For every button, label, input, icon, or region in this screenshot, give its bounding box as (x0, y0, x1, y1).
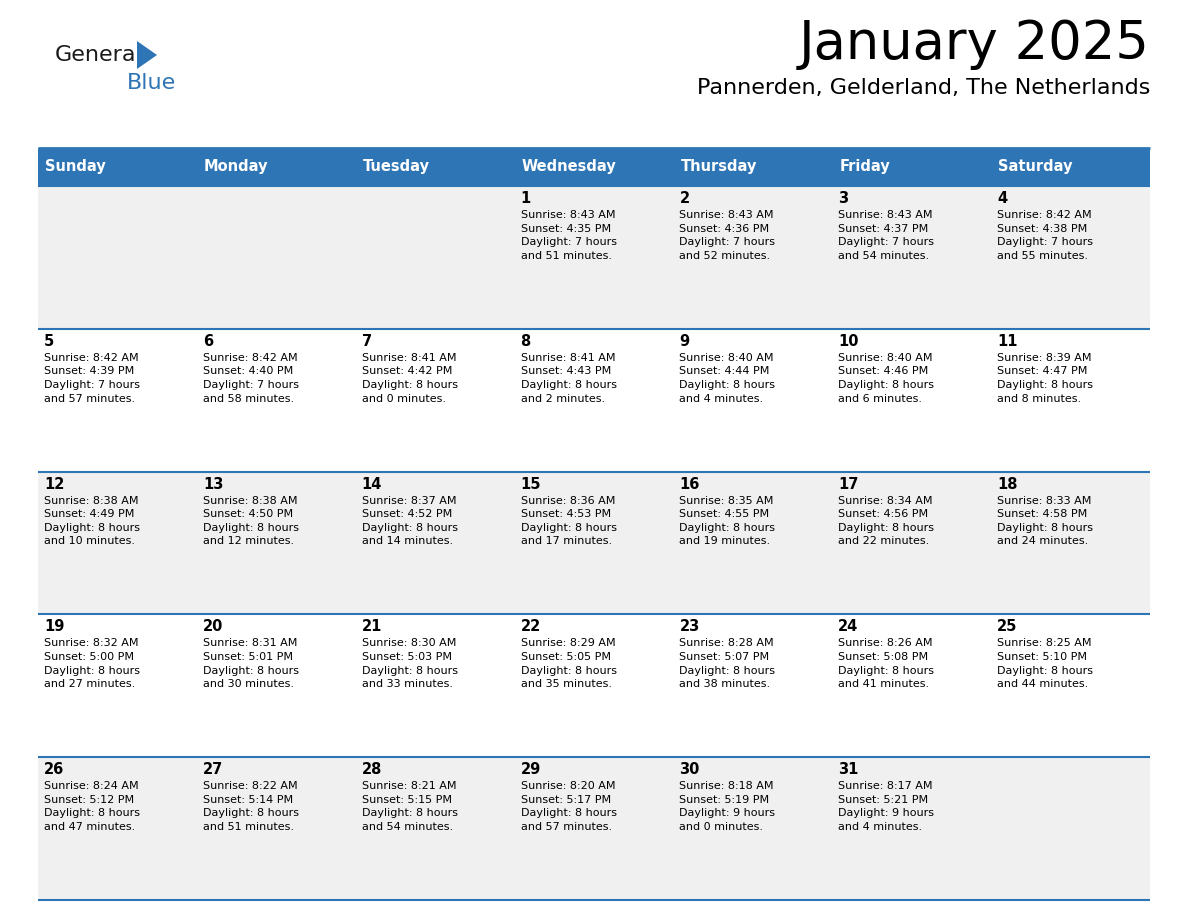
Text: Sunrise: 8:28 AM
Sunset: 5:07 PM
Daylight: 8 hours
and 38 minutes.: Sunrise: 8:28 AM Sunset: 5:07 PM Dayligh… (680, 638, 776, 689)
Text: Sunrise: 8:42 AM
Sunset: 4:40 PM
Daylight: 7 hours
and 58 minutes.: Sunrise: 8:42 AM Sunset: 4:40 PM Dayligh… (203, 353, 299, 404)
Text: 3: 3 (839, 191, 848, 206)
Bar (197, 148, 355, 186)
Text: Sunrise: 8:34 AM
Sunset: 4:56 PM
Daylight: 8 hours
and 22 minutes.: Sunrise: 8:34 AM Sunset: 4:56 PM Dayligh… (839, 496, 934, 546)
Text: Blue: Blue (127, 73, 176, 93)
Text: 14: 14 (361, 476, 383, 492)
Text: Monday: Monday (204, 160, 268, 174)
Text: 13: 13 (203, 476, 223, 492)
Text: Tuesday: Tuesday (362, 160, 430, 174)
Text: Sunrise: 8:20 AM
Sunset: 5:17 PM
Daylight: 8 hours
and 57 minutes.: Sunrise: 8:20 AM Sunset: 5:17 PM Dayligh… (520, 781, 617, 832)
Text: 28: 28 (361, 762, 383, 778)
Text: Sunrise: 8:21 AM
Sunset: 5:15 PM
Daylight: 8 hours
and 54 minutes.: Sunrise: 8:21 AM Sunset: 5:15 PM Dayligh… (361, 781, 457, 832)
Text: Sunrise: 8:18 AM
Sunset: 5:19 PM
Daylight: 9 hours
and 0 minutes.: Sunrise: 8:18 AM Sunset: 5:19 PM Dayligh… (680, 781, 776, 832)
Text: Pannerden, Gelderland, The Netherlands: Pannerden, Gelderland, The Netherlands (696, 78, 1150, 98)
Text: Sunrise: 8:41 AM
Sunset: 4:43 PM
Daylight: 8 hours
and 2 minutes.: Sunrise: 8:41 AM Sunset: 4:43 PM Dayligh… (520, 353, 617, 404)
Text: 9: 9 (680, 334, 689, 349)
Text: 5: 5 (44, 334, 55, 349)
Text: 29: 29 (520, 762, 541, 778)
Text: Sunrise: 8:31 AM
Sunset: 5:01 PM
Daylight: 8 hours
and 30 minutes.: Sunrise: 8:31 AM Sunset: 5:01 PM Dayligh… (203, 638, 299, 689)
Text: Sunrise: 8:32 AM
Sunset: 5:00 PM
Daylight: 8 hours
and 27 minutes.: Sunrise: 8:32 AM Sunset: 5:00 PM Dayligh… (44, 638, 140, 689)
Text: 11: 11 (997, 334, 1018, 349)
Text: 2: 2 (680, 191, 689, 206)
Text: 20: 20 (203, 620, 223, 634)
Text: Thursday: Thursday (681, 160, 757, 174)
Text: Sunrise: 8:42 AM
Sunset: 4:39 PM
Daylight: 7 hours
and 57 minutes.: Sunrise: 8:42 AM Sunset: 4:39 PM Dayligh… (44, 353, 140, 404)
Text: 25: 25 (997, 620, 1017, 634)
Text: 21: 21 (361, 620, 383, 634)
Bar (355, 148, 514, 186)
Text: 4: 4 (997, 191, 1007, 206)
Text: 24: 24 (839, 620, 859, 634)
Bar (674, 148, 833, 186)
Text: 18: 18 (997, 476, 1018, 492)
Text: Sunrise: 8:17 AM
Sunset: 5:21 PM
Daylight: 9 hours
and 4 minutes.: Sunrise: 8:17 AM Sunset: 5:21 PM Dayligh… (839, 781, 934, 832)
Bar (38, 472, 1150, 614)
Text: Sunrise: 8:38 AM
Sunset: 4:50 PM
Daylight: 8 hours
and 12 minutes.: Sunrise: 8:38 AM Sunset: 4:50 PM Dayligh… (203, 496, 299, 546)
Bar (38, 614, 1150, 757)
Text: 23: 23 (680, 620, 700, 634)
Bar (38, 186, 1150, 329)
Text: 7: 7 (361, 334, 372, 349)
Text: Sunrise: 8:43 AM
Sunset: 4:36 PM
Daylight: 7 hours
and 52 minutes.: Sunrise: 8:43 AM Sunset: 4:36 PM Dayligh… (680, 210, 776, 261)
Text: Sunrise: 8:26 AM
Sunset: 5:08 PM
Daylight: 8 hours
and 41 minutes.: Sunrise: 8:26 AM Sunset: 5:08 PM Dayligh… (839, 638, 934, 689)
Text: Sunrise: 8:41 AM
Sunset: 4:42 PM
Daylight: 8 hours
and 0 minutes.: Sunrise: 8:41 AM Sunset: 4:42 PM Dayligh… (361, 353, 457, 404)
Text: 19: 19 (44, 620, 64, 634)
Text: Sunrise: 8:24 AM
Sunset: 5:12 PM
Daylight: 8 hours
and 47 minutes.: Sunrise: 8:24 AM Sunset: 5:12 PM Dayligh… (44, 781, 140, 832)
Text: Friday: Friday (839, 160, 890, 174)
Bar (833, 148, 991, 186)
Text: Sunrise: 8:33 AM
Sunset: 4:58 PM
Daylight: 8 hours
and 24 minutes.: Sunrise: 8:33 AM Sunset: 4:58 PM Dayligh… (997, 496, 1093, 546)
Text: Sunrise: 8:37 AM
Sunset: 4:52 PM
Daylight: 8 hours
and 14 minutes.: Sunrise: 8:37 AM Sunset: 4:52 PM Dayligh… (361, 496, 457, 546)
Text: Sunrise: 8:30 AM
Sunset: 5:03 PM
Daylight: 8 hours
and 33 minutes.: Sunrise: 8:30 AM Sunset: 5:03 PM Dayligh… (361, 638, 457, 689)
Text: 22: 22 (520, 620, 541, 634)
Text: Saturday: Saturday (998, 160, 1073, 174)
Text: General: General (55, 45, 143, 65)
Text: Sunrise: 8:43 AM
Sunset: 4:35 PM
Daylight: 7 hours
and 51 minutes.: Sunrise: 8:43 AM Sunset: 4:35 PM Dayligh… (520, 210, 617, 261)
Text: 26: 26 (44, 762, 64, 778)
Text: 15: 15 (520, 476, 541, 492)
Text: 12: 12 (44, 476, 64, 492)
Text: January 2025: January 2025 (800, 18, 1150, 70)
Bar (38, 148, 197, 186)
Text: Sunrise: 8:38 AM
Sunset: 4:49 PM
Daylight: 8 hours
and 10 minutes.: Sunrise: 8:38 AM Sunset: 4:49 PM Dayligh… (44, 496, 140, 546)
Text: Sunrise: 8:35 AM
Sunset: 4:55 PM
Daylight: 8 hours
and 19 minutes.: Sunrise: 8:35 AM Sunset: 4:55 PM Dayligh… (680, 496, 776, 546)
Text: Sunrise: 8:36 AM
Sunset: 4:53 PM
Daylight: 8 hours
and 17 minutes.: Sunrise: 8:36 AM Sunset: 4:53 PM Dayligh… (520, 496, 617, 546)
Text: Sunrise: 8:22 AM
Sunset: 5:14 PM
Daylight: 8 hours
and 51 minutes.: Sunrise: 8:22 AM Sunset: 5:14 PM Dayligh… (203, 781, 299, 832)
Bar (514, 148, 674, 186)
Text: 6: 6 (203, 334, 213, 349)
Text: Sunrise: 8:29 AM
Sunset: 5:05 PM
Daylight: 8 hours
and 35 minutes.: Sunrise: 8:29 AM Sunset: 5:05 PM Dayligh… (520, 638, 617, 689)
Text: 10: 10 (839, 334, 859, 349)
Text: Sunrise: 8:40 AM
Sunset: 4:46 PM
Daylight: 8 hours
and 6 minutes.: Sunrise: 8:40 AM Sunset: 4:46 PM Dayligh… (839, 353, 934, 404)
Text: Sunrise: 8:40 AM
Sunset: 4:44 PM
Daylight: 8 hours
and 4 minutes.: Sunrise: 8:40 AM Sunset: 4:44 PM Dayligh… (680, 353, 776, 404)
Text: 27: 27 (203, 762, 223, 778)
Text: 30: 30 (680, 762, 700, 778)
Text: 1: 1 (520, 191, 531, 206)
Text: Sunday: Sunday (45, 160, 106, 174)
Text: Wednesday: Wednesday (522, 160, 617, 174)
Bar (991, 148, 1150, 186)
Text: Sunrise: 8:42 AM
Sunset: 4:38 PM
Daylight: 7 hours
and 55 minutes.: Sunrise: 8:42 AM Sunset: 4:38 PM Dayligh… (997, 210, 1093, 261)
Text: 16: 16 (680, 476, 700, 492)
Bar (38, 329, 1150, 472)
Text: 31: 31 (839, 762, 859, 778)
Text: Sunrise: 8:43 AM
Sunset: 4:37 PM
Daylight: 7 hours
and 54 minutes.: Sunrise: 8:43 AM Sunset: 4:37 PM Dayligh… (839, 210, 934, 261)
Text: Sunrise: 8:39 AM
Sunset: 4:47 PM
Daylight: 8 hours
and 8 minutes.: Sunrise: 8:39 AM Sunset: 4:47 PM Dayligh… (997, 353, 1093, 404)
Text: 8: 8 (520, 334, 531, 349)
Text: Sunrise: 8:25 AM
Sunset: 5:10 PM
Daylight: 8 hours
and 44 minutes.: Sunrise: 8:25 AM Sunset: 5:10 PM Dayligh… (997, 638, 1093, 689)
Text: 17: 17 (839, 476, 859, 492)
Bar (38, 757, 1150, 900)
Polygon shape (137, 41, 157, 69)
